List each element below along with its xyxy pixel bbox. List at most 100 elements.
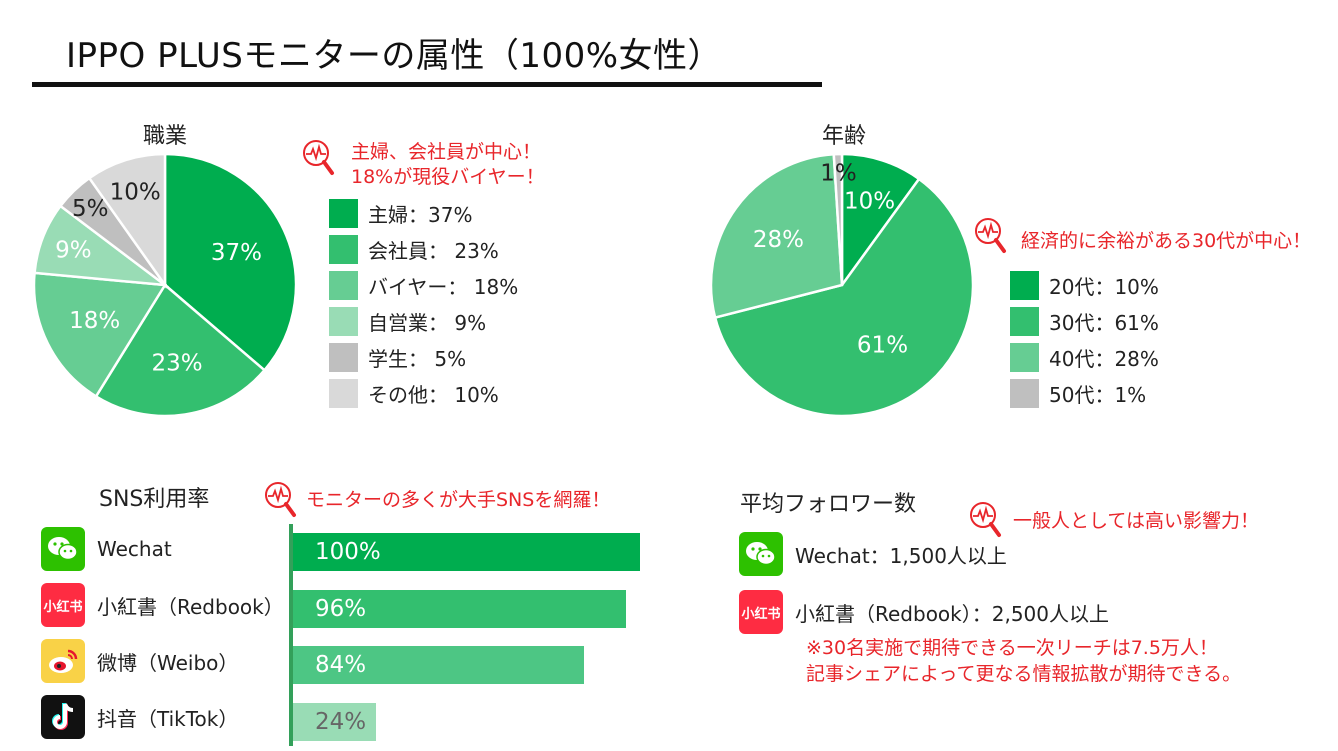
sns-row: Wechat [41,521,284,577]
legend-item: バイヤー： 18% [329,267,518,303]
age-callout: 経済的に余裕がある30代が中心！ [1021,230,1312,252]
legend-swatch [329,378,358,408]
sns-bar: 96% [293,589,627,628]
sns-bar-label: 100% [315,539,381,565]
wechat-icon [739,532,783,576]
pie-slice-label: 61% [857,333,908,359]
legend-item: 20代：10% [1010,267,1159,303]
magnifier-pulse-icon [303,140,334,175]
legend-item: 40代：28% [1010,339,1159,375]
legend-swatch [1010,378,1039,408]
reach-note-line: 記事シェアによって更なる情報拡散が期待できる。 [806,663,1242,685]
legend-label: 自営業： 9% [368,310,487,335]
sns-bar-label: 96% [315,595,367,622]
followers-list: Wechat：1,500人以上 小红书 小紅書（Redbook）：2,500人以… [739,526,1109,640]
legend-item: 会社員： 23% [329,231,518,267]
pie-slice-label: 28% [753,227,804,253]
followers-row: 小红书 小紅書（Redbook）：2,500人以上 [739,584,1109,640]
legend-label: 40代：28% [1049,346,1159,371]
sns-label: Wechat [97,537,172,561]
followers-callout: 一般人としては高い影響力！ [1013,510,1260,532]
occupation-callout-line: 18%が現役バイヤー！ [351,166,545,188]
page-title: IPPO PLUSモニターの属性（100%女性） [66,36,723,76]
sns-platform-list: Wechat 小红书 小紅書（Redbook） 微博（Weibo） 抖音（Tik… [41,521,284,745]
pie-slice-2 [94,283,267,418]
occupation-callout-line: 主婦、会社員が中心！ [351,141,542,163]
sns-bar-label: 24% [315,708,367,735]
tiktok-icon [41,695,85,739]
legend-swatch [1010,270,1039,300]
legend-item: 主婦：37% [329,195,518,231]
pie-slice-3 [32,271,168,399]
occupation-legend: 主婦：37% 会社員： 23% バイヤー： 18% 自営業： 9% 学生： 5%… [329,195,518,411]
wechat-icon [41,527,85,571]
followers-title: 平均フォロワー数 [740,492,917,517]
title-underline [32,82,822,87]
sns-callout: モニターの多くが大手SNSを網羅！ [306,489,611,511]
legend-label: 学生： 5% [368,346,467,371]
occupation-pie-chart: 37% 23% 18% 9% 5%10% [32,152,298,418]
pie-slice-4 [832,152,844,286]
reach-note: ※30名実施で期待できる一次リーチは7.5万人！ 記事シェアによって更なる情報拡… [806,635,1241,687]
legend-swatch [329,342,358,372]
redbook-icon: 小红书 [739,590,783,634]
magnifier-pulse-icon [970,502,1001,537]
sns-row: 抖音（TikTok） [41,689,284,745]
pie-slice-label: 23% [151,351,202,377]
legend-swatch [1010,306,1039,336]
pie-slice-label: 5% [72,196,109,222]
pie-slice-label: 18% [69,308,120,334]
sns-bar-chart: 100% 96% 84% 24% [293,521,653,745]
legend-swatch [329,306,358,336]
sns-row: 微博（Weibo） [41,633,284,689]
legend-label: 主婦：37% [368,202,473,227]
legend-swatch [329,198,358,228]
age-chart-title: 年齢 [822,124,867,149]
occupation-chart-title: 職業 [143,124,188,149]
pie-slice-label: 1% [820,160,857,186]
redbook-icon: 小红书 [41,583,85,627]
sns-label: 小紅書（Redbook） [97,594,284,619]
pie-slice-1 [163,152,298,372]
legend-label: 50代：1% [1049,382,1147,407]
age-pie-chart: 10% 61% 28% 1% [709,152,975,418]
pie-slice-label: 9% [55,238,92,264]
redbook-icon-text: 小红书 [741,606,781,622]
legend-swatch [1010,342,1039,372]
redbook-icon-text: 小红书 [43,599,83,615]
magnifier-pulse-icon [265,482,296,517]
pie-slice-2 [713,177,975,418]
followers-row: Wechat：1,500人以上 [739,526,1109,582]
followers-text: Wechat：1,500人以上 [795,543,1007,568]
legend-item: 30代：61% [1010,303,1159,339]
sns-chart-title: SNS利用率 [99,487,210,512]
legend-item: 自営業： 9% [329,303,518,339]
legend-label: 30代：61% [1049,310,1159,335]
occupation-callout: 主婦、会社員が中心！ 18%が現役バイヤー！ [351,140,545,190]
age-legend: 20代：10% 30代：61% 40代：28% 50代：1% [1010,267,1159,411]
legend-swatch [329,270,358,300]
pie-slice-label: 10% [844,188,895,214]
pie-slice-1 [840,152,921,289]
weibo-icon [41,639,85,683]
legend-item: その他： 10% [329,375,518,411]
legend-label: バイヤー： 18% [368,274,519,299]
legend-item: 50代：1% [1010,375,1159,411]
legend-item: 学生： 5% [329,339,518,375]
legend-label: 20代：10% [1049,274,1159,299]
bar-chart-axis [289,524,293,746]
pie-slice-label: 10% [110,179,161,205]
legend-label: 会社員： 23% [368,238,499,263]
sns-row: 小红书 小紅書（Redbook） [41,577,284,633]
sns-bar: 100% [293,533,640,571]
legend-label: その他： 10% [368,382,499,407]
reach-note-line: ※30名実施で期待できる一次リーチは7.5万人！ [806,637,1218,659]
sns-bar: 24% [293,702,377,741]
sns-bar-label: 84% [315,652,367,678]
sns-bar: 84% [293,646,585,684]
magnifier-pulse-icon [975,218,1006,253]
sns-label: 微博（Weibo） [97,650,239,675]
legend-swatch [329,234,358,264]
pie-slice-label: 37% [211,240,262,266]
pie-slice-6 [87,152,167,289]
